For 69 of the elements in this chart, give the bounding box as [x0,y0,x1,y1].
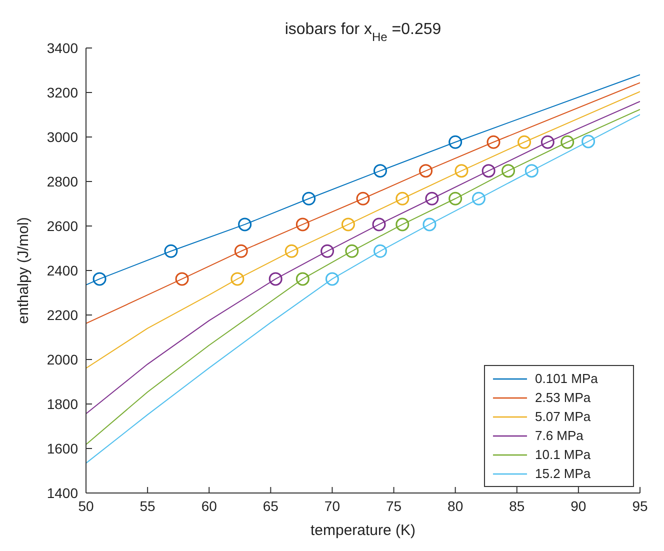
x-tick-label: 55 [140,498,156,514]
legend-label: 10.1 MPa [535,447,591,462]
legend-label: 7.6 MPa [535,428,584,443]
point [448,135,462,149]
y-tick-label: 2400 [46,262,78,278]
point [396,218,410,232]
y-tick-label: 1600 [46,440,78,456]
legend-label: 15.2 MPa [535,466,591,481]
y-tick-label: 2800 [46,173,78,190]
point [373,244,387,258]
point [560,135,574,149]
point [302,192,316,206]
x-tick-label: 70 [324,498,340,514]
y-tick-label: 3200 [46,84,78,100]
x-tick-label: 60 [201,498,218,514]
y-axis-title: enthalpy (J/mol) [15,217,32,324]
point [454,164,468,178]
x-axis-title: temperature (K) [310,522,416,539]
legend-label: 2.53 MPa [535,390,591,405]
point [518,135,532,149]
point [502,164,516,178]
point [419,164,433,178]
y-tick-label: 2200 [46,306,78,323]
point [175,272,189,286]
y-tick-label: 1400 [46,484,78,501]
point [92,272,106,286]
point [238,218,252,232]
point [284,244,298,258]
point [268,272,282,286]
x-tick-label: 90 [570,498,586,514]
point [486,135,500,149]
point [341,218,355,232]
x-tick-label: 85 [509,498,525,514]
point [345,244,359,258]
point [373,164,387,178]
point [482,164,496,178]
point [524,164,538,178]
point [230,272,244,286]
x-tick-label: 80 [448,498,464,514]
legend-label: 0.101 MPa [535,371,598,386]
point [234,244,248,258]
point [425,192,439,206]
point [472,192,486,206]
x-tick-label: 50 [78,498,94,514]
x-tick-label: 65 [262,498,279,514]
line-series [86,82,640,324]
point [325,272,339,286]
point [448,192,462,206]
point [356,192,370,206]
y-tick-label: 2000 [46,351,78,368]
point [372,218,386,232]
point [320,244,334,258]
x-tick-label: 95 [632,498,648,514]
point [296,218,310,232]
point [540,135,554,149]
point [164,244,178,258]
line-series [86,91,640,369]
x-tick-label: 75 [386,498,402,514]
chart-title: isobars for x$_{He}$ =0.259 [284,21,442,44]
legend-label: 5.07 MPa [535,409,591,424]
y-tick-label: 3400 [46,40,78,56]
line-series [86,74,640,286]
y-tick-label: 2600 [46,218,78,234]
point [422,218,436,232]
point [296,272,310,286]
y-tick-label: 1800 [46,396,78,412]
y-tick-label: 3000 [46,128,78,145]
point [582,134,596,148]
point [396,192,410,206]
